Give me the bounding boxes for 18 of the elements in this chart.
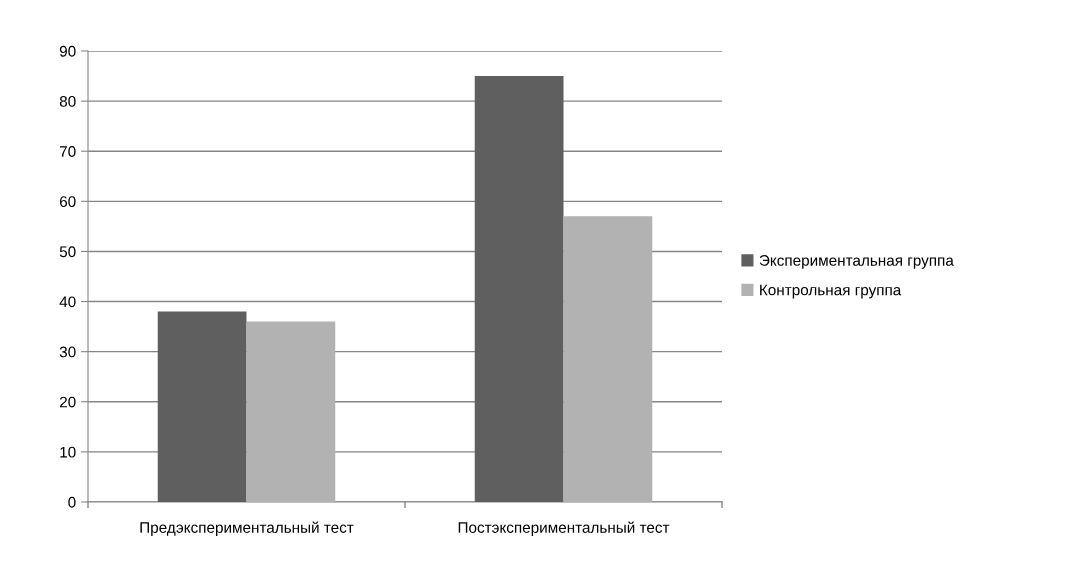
y-tick-label: 70: [59, 146, 76, 157]
bar: [474, 76, 564, 502]
y-tick-label: 40: [59, 296, 76, 308]
y-tick-label: 50: [59, 246, 76, 258]
legend-label: Экспериментальная группа: [759, 255, 954, 269]
bar: [246, 321, 336, 502]
y-tick-label: 0: [68, 496, 76, 508]
bar: [563, 216, 653, 502]
x-tick-label: Предэкспериментальный тест: [140, 521, 354, 536]
y-tick-label: 80: [59, 95, 76, 107]
y-tick-label: 10: [60, 446, 76, 458]
y-tick-label: 60: [59, 196, 76, 208]
x-tick-label: Постэкспериментальный тест: [458, 521, 670, 536]
legend-label: Контрольная группа: [760, 284, 902, 299]
bar: [157, 311, 247, 502]
y-tick-label: 20: [59, 396, 76, 408]
y-tick-label: 30: [59, 346, 76, 358]
y-tick-label: 90: [59, 45, 76, 57]
